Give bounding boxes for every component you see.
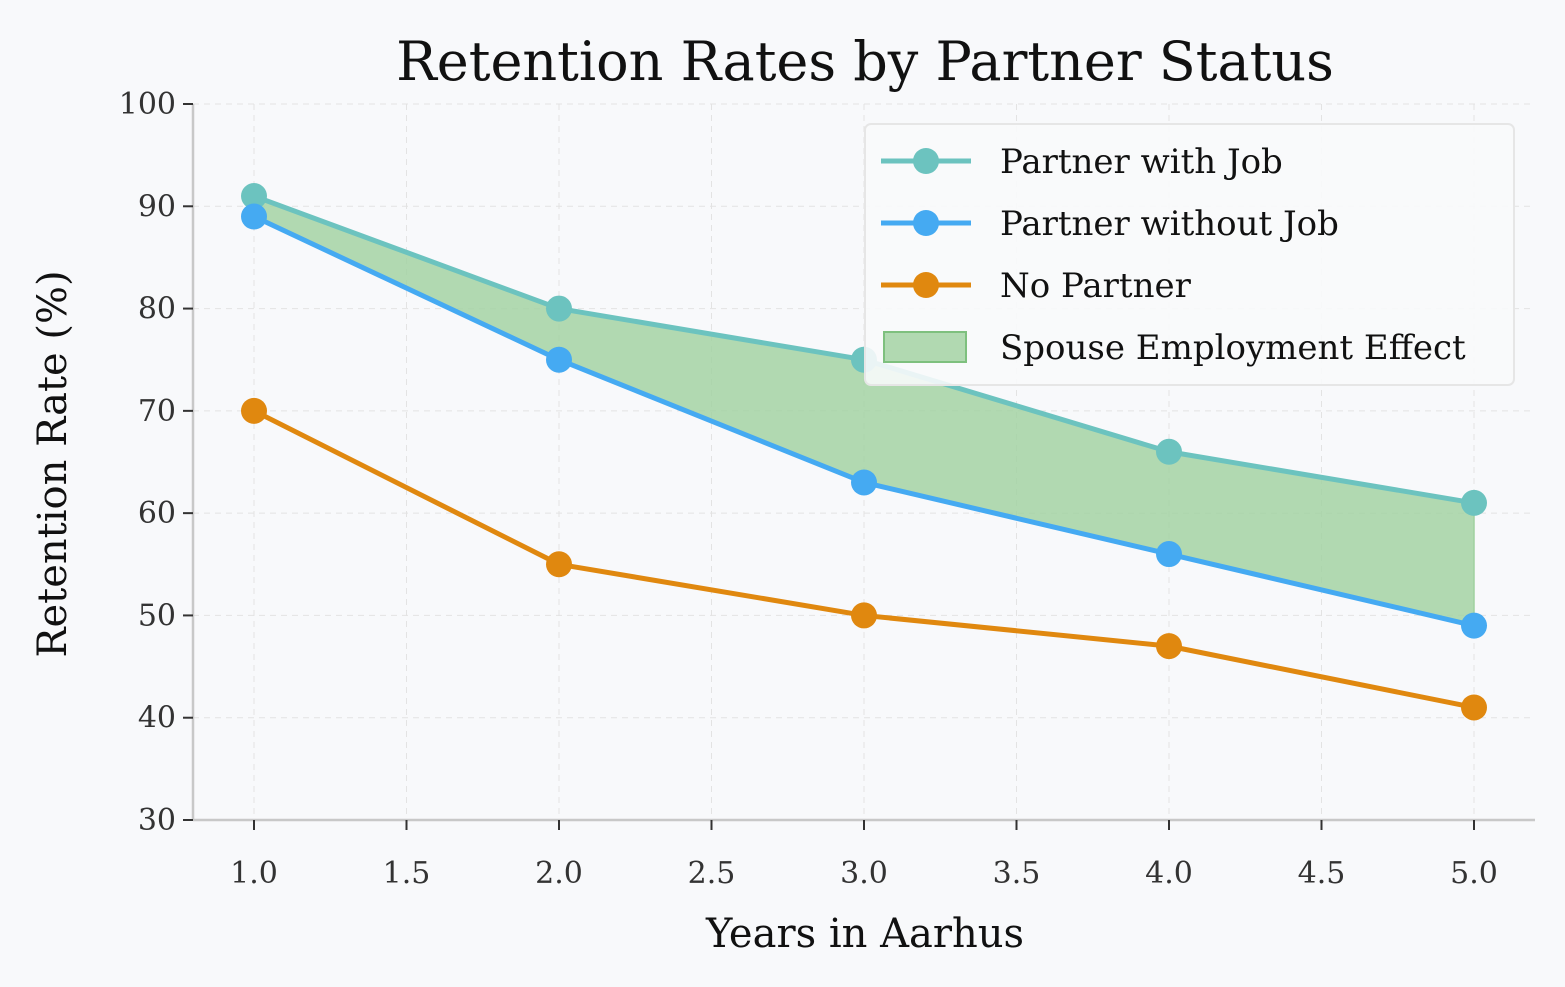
data-point: [546, 346, 572, 373]
x-tick-label: 2.0: [535, 856, 583, 891]
data-point: [1156, 633, 1182, 660]
legend-label: No Partner: [1000, 266, 1192, 306]
data-point: [1156, 541, 1182, 568]
y-tick-label: 100: [119, 87, 176, 122]
series-2: [241, 397, 1487, 721]
data-point: [851, 602, 877, 629]
legend: Partner with Job Partner without Job No Pa…: [864, 123, 1515, 386]
legend-label: Partner with Job: [1000, 142, 1283, 182]
x-tick-label: 4.0: [1145, 856, 1193, 891]
series-1: [241, 203, 1487, 639]
y-tick-label: 80: [138, 292, 176, 327]
x-tick-label: 3.0: [840, 856, 888, 891]
x-tick-label: 3.5: [993, 856, 1041, 891]
x-tick-label: 2.5: [688, 856, 736, 891]
data-point: [1461, 489, 1487, 516]
data-point: [241, 183, 267, 210]
data-point: [851, 469, 877, 496]
data-point: [546, 551, 572, 578]
chart-title: Retention Rates by Partner Status: [396, 30, 1334, 93]
data-point: [1156, 438, 1182, 465]
y-tick-label: 70: [138, 394, 176, 429]
legend-box: [864, 123, 1515, 386]
y-tick-label: 60: [138, 496, 176, 531]
data-point: [1461, 612, 1487, 639]
legend-marker: [913, 272, 939, 298]
y-tick-label: 50: [138, 598, 176, 633]
data-point: [241, 203, 267, 230]
x-tick-label: 4.5: [1298, 856, 1346, 891]
data-point: [241, 397, 267, 424]
x-axis-label: Years in Aarhus: [705, 911, 1024, 957]
legend-marker: [913, 210, 939, 236]
y-tick-label: 40: [138, 701, 176, 736]
x-tick-label: 1.5: [383, 856, 431, 891]
x-tick-label: 1.0: [230, 856, 278, 891]
legend-label: Partner without Job: [1000, 204, 1339, 244]
legend-marker: [913, 148, 939, 174]
data-point: [546, 295, 572, 322]
y-tick-label: 90: [138, 189, 176, 224]
y-axis-label: Retention Rate (%): [30, 270, 76, 657]
y-tick-label: 30: [138, 803, 176, 838]
x-tick-label: 5.0: [1450, 856, 1498, 891]
legend-fill-swatch: [883, 331, 967, 363]
axes: 1.0 1.5 2.0 2.5 3.0 3.5 4.0 4.5 5.0 30 40 50 60 70 80 9…: [119, 87, 1535, 891]
data-point: [1461, 694, 1487, 721]
legend-label: Spouse Employment Effect: [1000, 328, 1466, 368]
